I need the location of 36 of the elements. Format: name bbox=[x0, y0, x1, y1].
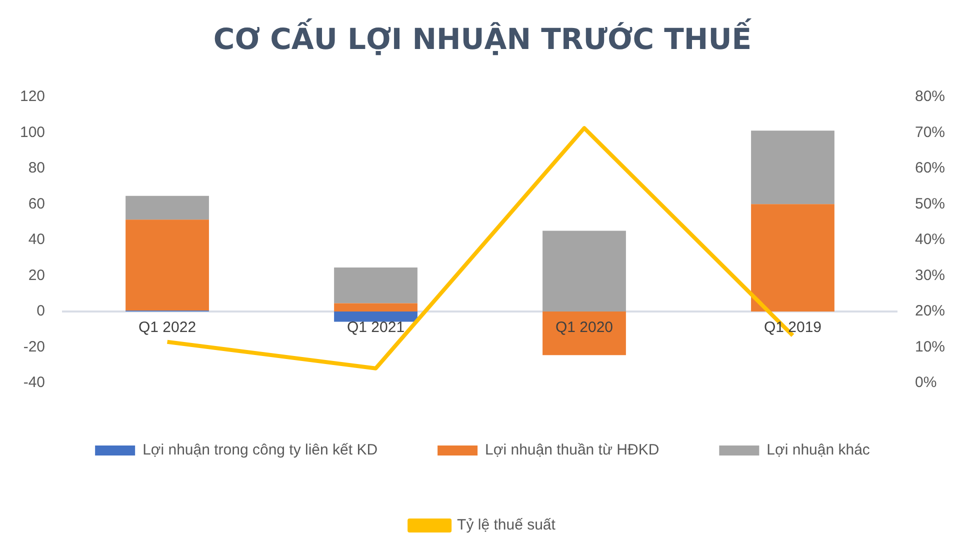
bar bbox=[751, 204, 834, 312]
y-tick-label: 120 bbox=[20, 88, 46, 106]
y2-tick-label: 20% bbox=[914, 302, 946, 320]
bar bbox=[126, 220, 209, 311]
x-tick-label: Q1 2022 bbox=[138, 319, 196, 336]
bar bbox=[334, 303, 418, 312]
y2-tick-label: 70% bbox=[914, 124, 946, 141]
bar bbox=[334, 268, 418, 304]
y-tick-label: -40 bbox=[23, 374, 46, 392]
y-tick-label: 80 bbox=[28, 160, 46, 177]
bar bbox=[542, 230, 626, 312]
bar bbox=[126, 196, 209, 220]
bar bbox=[334, 312, 418, 322]
y2-tick-label: 60% bbox=[914, 160, 946, 177]
y2-tick-label: 10% bbox=[914, 338, 946, 356]
y-tick-label: 0 bbox=[36, 302, 46, 320]
bar bbox=[751, 130, 834, 204]
y2-tick-label: 0% bbox=[914, 374, 937, 392]
x-tick-label: Q1 2020 bbox=[555, 319, 614, 336]
legend-label: Lợi nhuận khác bbox=[766, 442, 870, 459]
y2-tick-label: 80% bbox=[914, 88, 946, 106]
x-tick-label: Q1 2021 bbox=[346, 319, 405, 336]
y-tick-label: 20 bbox=[28, 266, 46, 284]
y2-tick-label: 50% bbox=[914, 195, 946, 212]
y-tick-label: 60 bbox=[28, 195, 46, 212]
legend-label: Lợi nhuận thuần từ HĐKD bbox=[485, 442, 660, 459]
y2-tick-label: 30% bbox=[914, 266, 946, 284]
x-tick-label: Q1 2019 bbox=[764, 319, 822, 336]
y-tick-label: 100 bbox=[20, 124, 46, 141]
y-tick-label: -20 bbox=[23, 338, 46, 356]
bar bbox=[542, 312, 626, 356]
y2-tick-label: 40% bbox=[914, 231, 946, 248]
legend-label: Lợi nhuận trong công ty liên kết KD bbox=[142, 442, 378, 459]
y-tick-label: 40 bbox=[28, 231, 46, 248]
legend-label: Tỷ lệ thuế suất bbox=[457, 516, 556, 534]
chart-title: CƠ CẤU LỢI NHUẬN TRƯỚC THUẾ bbox=[212, 17, 753, 58]
